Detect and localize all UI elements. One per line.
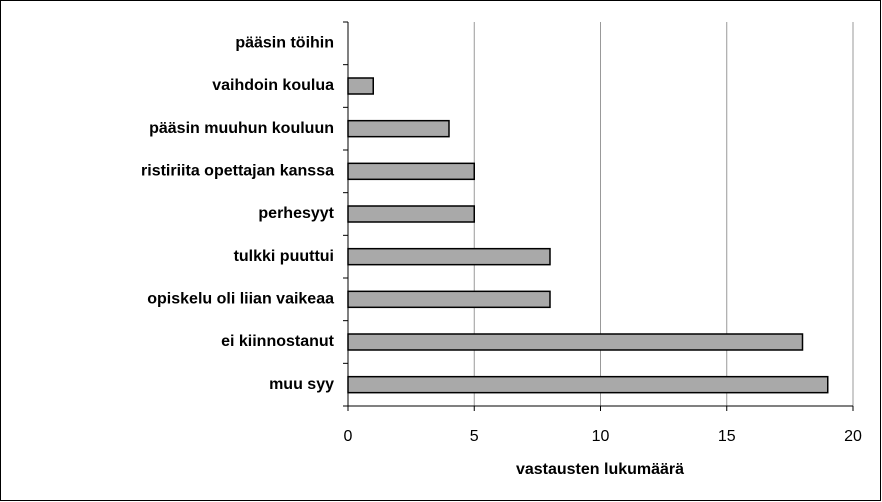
y-tick-label: ristiriita opettajan kanssa — [141, 163, 334, 180]
y-tick-label: vaihdoin koulua — [212, 77, 334, 94]
y-tick-label: opiskelu oli liian vaikeaa — [147, 291, 334, 308]
y-tick-label: muu syy — [269, 376, 334, 393]
bar — [347, 247, 551, 266]
bar — [347, 375, 829, 394]
bar — [347, 119, 450, 138]
bar — [347, 290, 551, 309]
x-tick-label: 5 — [470, 428, 479, 445]
x-axis-label: vastausten lukumäärä — [516, 461, 684, 478]
y-tick-label: tulkki puuttui — [234, 248, 334, 265]
bar — [347, 162, 475, 181]
x-tick-label: 0 — [344, 428, 353, 445]
y-tick-label: pääsin töihin — [235, 35, 334, 52]
y-tick-label: ei kiinnostanut — [221, 333, 335, 350]
y-tick-label: pääsin muuhun kouluun — [149, 120, 334, 137]
bar — [347, 333, 804, 351]
x-tick-label: 15 — [718, 428, 736, 445]
bar — [347, 205, 475, 223]
x-tick-label: 10 — [592, 428, 610, 445]
y-tick-label: perhesyyt — [258, 205, 334, 222]
bar — [347, 77, 374, 95]
x-tick-label: 20 — [844, 428, 862, 445]
